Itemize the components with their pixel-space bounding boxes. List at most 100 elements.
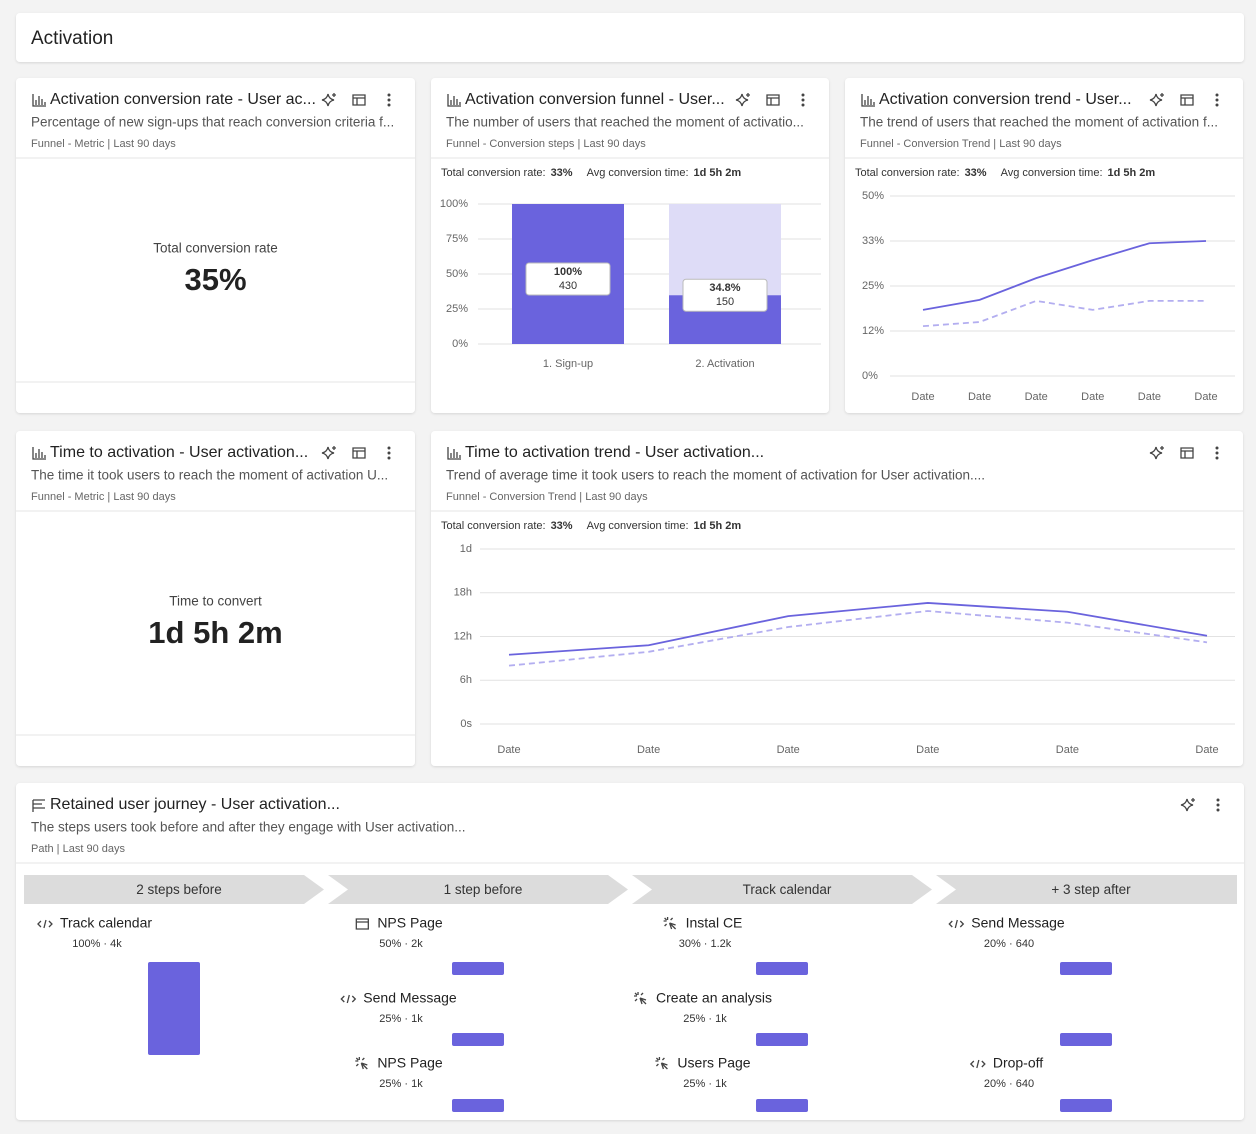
summary-value: 1d 5h 2m (694, 167, 742, 179)
x-tick-label: Date (1081, 391, 1104, 403)
chart-icon (32, 447, 46, 460)
dot (1216, 808, 1220, 812)
x-tick-label: 1. Sign-up (543, 358, 593, 370)
ai-button[interactable] (1149, 93, 1164, 107)
x-tick-label: Date (1195, 744, 1218, 756)
x-tick-label: Date (1138, 391, 1161, 403)
x-tick-label: Date (1056, 744, 1079, 756)
table-button[interactable] (352, 447, 366, 459)
more-button[interactable] (801, 93, 805, 107)
icon-shape (447, 94, 461, 107)
more-button[interactable] (1216, 798, 1220, 812)
step-header-label: Track calendar (743, 882, 832, 897)
y-tick-label: 50% (446, 268, 468, 280)
dot (387, 93, 391, 97)
click-icon (663, 917, 677, 930)
x-tick-label: Date (777, 744, 800, 756)
icon-shape (1149, 93, 1164, 107)
icon-shape (447, 447, 461, 460)
step-name: Track calendar (60, 915, 152, 931)
click-icon (634, 992, 647, 1005)
count-label: 150 (716, 296, 734, 308)
step-name: Send Message (363, 990, 457, 1006)
icon-shape (663, 917, 677, 930)
dot (1215, 446, 1219, 450)
y-tick-label: 0% (452, 338, 468, 350)
y-tick-label: 50% (862, 190, 884, 202)
step-header (936, 875, 1237, 904)
ai-button[interactable] (1149, 446, 1164, 460)
card (845, 78, 1243, 413)
step-name: NPS Page (377, 915, 443, 931)
dot (801, 93, 805, 97)
card-meta: Funnel - Metric | Last 90 days (31, 491, 176, 503)
card-description: The steps users took before and after th… (31, 820, 466, 835)
step-stat: 25% · 1k (379, 1078, 423, 1090)
table-button[interactable] (1180, 94, 1194, 106)
step-bar (452, 1099, 504, 1112)
summary-value: 33% (551, 167, 573, 179)
step-header (632, 875, 932, 904)
step-name: Users Page (677, 1055, 750, 1071)
icon-shape (352, 447, 366, 459)
ai-button[interactable] (735, 93, 750, 107)
ai-button[interactable] (1180, 798, 1195, 812)
step-name: Create an analysis (656, 990, 772, 1006)
header-card (16, 13, 1244, 62)
step-header (328, 875, 628, 904)
step-stat: 25% · 1k (683, 1078, 727, 1090)
click-icon (655, 1057, 668, 1070)
value-label: 100% (554, 266, 582, 278)
line-series (922, 240, 1207, 311)
y-tick-label: 12% (862, 325, 884, 337)
summary: Total conversion rate: 33% Avg conversion … (855, 167, 1155, 179)
card (16, 78, 415, 413)
dot (387, 451, 391, 455)
page-icon (355, 918, 369, 930)
card-title: Activation conversion funnel - User... (465, 91, 725, 108)
icon-shape (32, 799, 45, 812)
dot (1215, 98, 1219, 102)
icon-shape (1180, 94, 1194, 106)
x-tick-label: Date (637, 744, 660, 756)
summary-label: Avg conversion time: (587, 167, 689, 179)
step-stat: 30% · 1.2k (679, 938, 732, 950)
summary-value: 33% (965, 167, 987, 179)
more-button[interactable] (1215, 93, 1219, 107)
line-series (922, 299, 1206, 328)
card-description: The number of users that reached the mom… (446, 115, 804, 130)
dot (1215, 93, 1219, 97)
icon-shape (969, 1059, 986, 1069)
dot (1215, 456, 1219, 460)
step-header (24, 875, 324, 904)
step-stat: 25% · 1k (379, 1013, 423, 1025)
chart-icon (32, 94, 46, 107)
step-stat: 25% · 1k (683, 1013, 727, 1025)
icon-shape (634, 992, 647, 1005)
metric-label: Time to convert (169, 594, 262, 609)
value-box (525, 262, 611, 296)
icon-shape (735, 93, 750, 107)
dot (1215, 451, 1219, 455)
card-description: Trend of average time it took users to r… (446, 468, 985, 483)
ai-button[interactable] (321, 93, 336, 107)
icon-shape (32, 94, 46, 107)
chart-icon (447, 447, 461, 460)
card-description: The time it took users to reach the mome… (31, 468, 388, 483)
x-tick-label: Date (497, 744, 520, 756)
summary-label: Avg conversion time: (587, 520, 689, 532)
icon-shape (321, 446, 336, 460)
table-button[interactable] (352, 94, 366, 106)
y-tick-label: 18h (454, 587, 472, 599)
icon-shape (340, 994, 357, 1004)
table-button[interactable] (1180, 447, 1194, 459)
ai-button[interactable] (321, 446, 336, 460)
table-button[interactable] (766, 94, 780, 106)
more-button[interactable] (387, 93, 391, 107)
more-button[interactable] (387, 446, 391, 460)
summary-value: 33% (551, 520, 573, 532)
step-bar (1060, 1099, 1112, 1112)
more-button[interactable] (1215, 446, 1219, 460)
card-description: Percentage of new sign-ups that reach co… (31, 115, 394, 130)
